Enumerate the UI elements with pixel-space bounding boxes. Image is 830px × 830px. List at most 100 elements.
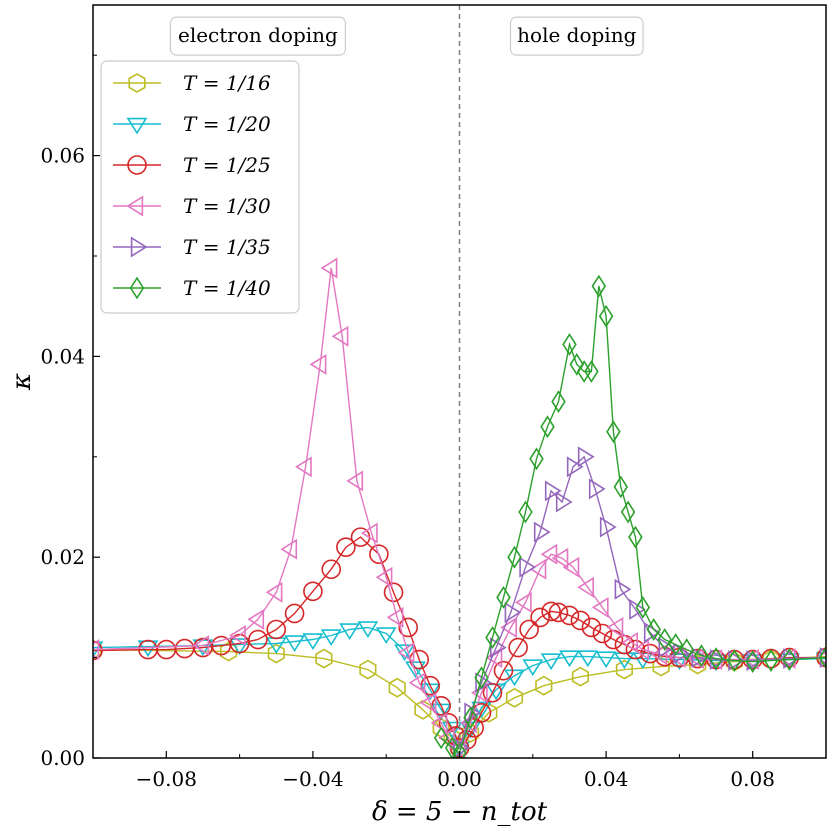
data-point [464, 702, 482, 724]
data-point [388, 677, 406, 698]
data-point [471, 701, 492, 719]
data-point [346, 470, 364, 492]
data-point [493, 660, 514, 681]
data-point [229, 638, 251, 656]
data-point [548, 602, 569, 623]
data-point [331, 325, 349, 347]
data-point [559, 605, 580, 626]
legend-entry: T = 1/16 [113, 71, 271, 95]
data-point [315, 648, 333, 669]
data-point [303, 581, 323, 602]
data-point [320, 629, 342, 647]
x-tick-label: 0.04 [584, 767, 629, 791]
data-point [591, 274, 607, 298]
data-point [566, 456, 584, 478]
y-tick-label: 0.06 [40, 144, 85, 168]
data-point [369, 544, 389, 564]
data-point [598, 304, 614, 328]
data-point [433, 726, 449, 750]
legend-label: T = 1/40 [183, 276, 271, 300]
data-point [577, 650, 599, 668]
data-point [508, 637, 528, 658]
data-point [265, 581, 283, 603]
series-group [93, 257, 826, 758]
data-point [555, 491, 573, 513]
data-point [398, 617, 418, 638]
series-6 [433, 274, 826, 758]
data-point [646, 618, 661, 641]
data-point [577, 576, 595, 598]
data-point [405, 661, 426, 679]
legend-label: T = 1/16 [183, 71, 271, 95]
data-point [727, 649, 742, 672]
data-point [533, 521, 551, 543]
data-point [375, 566, 393, 588]
data-point [815, 651, 826, 665]
data-point [386, 606, 404, 628]
annotation-text: electron doping [178, 23, 338, 47]
legend-entry: T = 1/35 [113, 235, 271, 259]
data-point [581, 617, 602, 638]
x-tick-label: 0.08 [730, 767, 775, 791]
data-point [309, 353, 327, 375]
data-point [522, 659, 544, 677]
series-3 [93, 527, 826, 758]
data-point [496, 586, 511, 609]
y-tick-label: 0.04 [40, 344, 85, 368]
legend-marker [130, 236, 148, 258]
data-point [588, 478, 606, 500]
data-point [452, 741, 467, 758]
data-point [576, 360, 592, 383]
data-point [535, 675, 553, 696]
data-point [606, 617, 624, 638]
data-point [540, 543, 558, 565]
data-point [632, 639, 650, 661]
data-point [507, 545, 522, 569]
data-point [745, 650, 760, 673]
legend-entry: T = 1/20 [113, 112, 271, 136]
x-axis-label: δ = 5 − n_tot [372, 797, 548, 827]
data-point [591, 596, 609, 618]
data-point [360, 522, 378, 544]
series-layer [93, 257, 826, 758]
data-point [782, 648, 797, 671]
data-point [694, 644, 709, 667]
data-point [505, 687, 524, 708]
data-point [408, 672, 426, 694]
data-point [614, 578, 632, 600]
data-point [336, 537, 356, 557]
data-point [419, 692, 437, 714]
data-point [551, 547, 569, 569]
data-point [248, 629, 268, 650]
legend-marker [126, 117, 148, 135]
legend-marker [129, 276, 145, 300]
data-point [93, 640, 103, 661]
annotation-frame [509, 16, 644, 56]
data-point [551, 390, 566, 413]
x-tick-label: −0.08 [136, 767, 197, 791]
annotation-box: hole doping [509, 16, 644, 56]
x-tick-label: 0.00 [437, 767, 482, 791]
data-point [570, 610, 591, 631]
data-point [620, 500, 636, 524]
data-point [657, 628, 672, 651]
legend-label: T = 1/30 [183, 194, 271, 218]
data-point [339, 623, 361, 641]
legend-entry: T = 1/40 [113, 276, 271, 300]
data-point [606, 420, 621, 444]
legend-marker [127, 155, 147, 175]
data-point [658, 637, 676, 659]
data-point [818, 646, 826, 669]
data-point [595, 651, 617, 669]
data-point [599, 516, 617, 538]
data-point [577, 446, 595, 468]
data-point [530, 607, 550, 628]
data-point [635, 596, 651, 619]
legend-entry: T = 1/30 [113, 194, 271, 218]
data-point [485, 626, 500, 649]
data-point [540, 415, 555, 439]
data-point [383, 582, 404, 603]
data-point [514, 591, 532, 613]
data-point [584, 360, 599, 383]
data-point [321, 559, 342, 580]
